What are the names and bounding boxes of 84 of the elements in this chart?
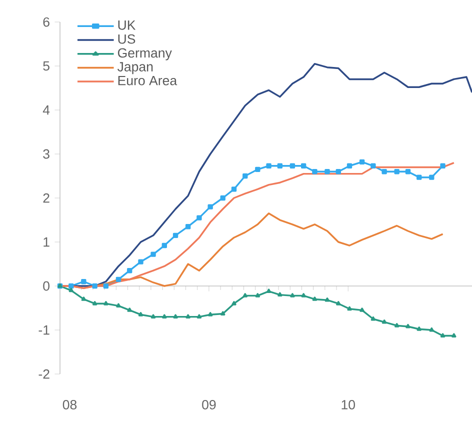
point bbox=[173, 314, 178, 319]
y-tick-label: 6 bbox=[43, 17, 50, 27]
point bbox=[278, 292, 282, 297]
point bbox=[416, 174, 422, 180]
point bbox=[81, 296, 86, 301]
point bbox=[185, 224, 191, 230]
point bbox=[138, 312, 144, 316]
point bbox=[232, 301, 236, 306]
point bbox=[172, 232, 178, 238]
point bbox=[370, 163, 376, 168]
y-tick-label: 1 bbox=[44, 237, 50, 247]
legend-label: Germany bbox=[118, 48, 172, 60]
point bbox=[359, 159, 365, 165]
point bbox=[394, 169, 400, 174]
point bbox=[92, 301, 98, 306]
y-tick-label: 3 bbox=[43, 149, 50, 159]
point bbox=[347, 306, 352, 311]
point bbox=[382, 169, 387, 174]
point bbox=[103, 283, 109, 289]
point bbox=[370, 316, 376, 321]
y-tick-label: 2 bbox=[43, 193, 50, 203]
point bbox=[255, 166, 260, 172]
point bbox=[150, 252, 156, 257]
point bbox=[242, 293, 248, 298]
point bbox=[150, 314, 156, 319]
point bbox=[277, 163, 283, 168]
x-tick-label: 08 bbox=[62, 400, 77, 410]
point bbox=[116, 303, 121, 308]
point bbox=[196, 314, 202, 319]
point bbox=[255, 293, 260, 298]
point bbox=[208, 204, 213, 210]
point bbox=[324, 169, 330, 174]
point bbox=[104, 301, 108, 306]
point bbox=[266, 163, 272, 168]
point bbox=[196, 215, 202, 220]
point bbox=[220, 195, 226, 201]
y-tick-label: 4 bbox=[42, 105, 50, 115]
legend-label: Japan bbox=[117, 62, 153, 74]
point bbox=[266, 288, 272, 294]
x-tick-label: 10 bbox=[342, 400, 355, 410]
legend-label: Euro Area bbox=[118, 76, 178, 86]
point bbox=[116, 276, 122, 282]
point bbox=[162, 242, 167, 248]
point bbox=[92, 283, 98, 289]
point bbox=[208, 312, 213, 316]
legend-label: US bbox=[118, 34, 136, 44]
y-tick-label: 0 bbox=[43, 281, 50, 291]
point bbox=[231, 186, 237, 192]
point bbox=[301, 293, 306, 298]
point bbox=[290, 293, 295, 298]
point bbox=[81, 279, 86, 284]
point bbox=[394, 323, 400, 328]
point bbox=[382, 319, 387, 324]
point bbox=[405, 169, 411, 174]
point bbox=[440, 333, 446, 338]
point bbox=[336, 169, 341, 174]
point bbox=[429, 327, 434, 332]
point bbox=[300, 163, 306, 168]
point bbox=[242, 173, 248, 179]
point bbox=[360, 308, 364, 312]
point bbox=[186, 314, 190, 319]
legend-label: UK bbox=[118, 20, 136, 30]
x-tick-label: 09 bbox=[202, 400, 216, 410]
point bbox=[416, 326, 422, 331]
point bbox=[406, 324, 410, 328]
point bbox=[452, 333, 456, 338]
point bbox=[127, 308, 132, 312]
point bbox=[324, 297, 330, 302]
point bbox=[336, 301, 341, 306]
point bbox=[312, 169, 318, 174]
point bbox=[440, 163, 446, 168]
y-tick-label: 5 bbox=[43, 61, 50, 71]
point bbox=[127, 268, 132, 274]
point bbox=[138, 259, 144, 264]
y-tick-label: -2 bbox=[38, 369, 50, 379]
point bbox=[162, 314, 167, 319]
point bbox=[429, 174, 434, 180]
y-tick-label: -1 bbox=[38, 325, 50, 335]
point bbox=[220, 311, 226, 316]
point bbox=[312, 296, 318, 301]
point bbox=[346, 163, 352, 168]
point bbox=[290, 163, 296, 168]
point bbox=[68, 288, 74, 292]
point bbox=[68, 283, 74, 289]
